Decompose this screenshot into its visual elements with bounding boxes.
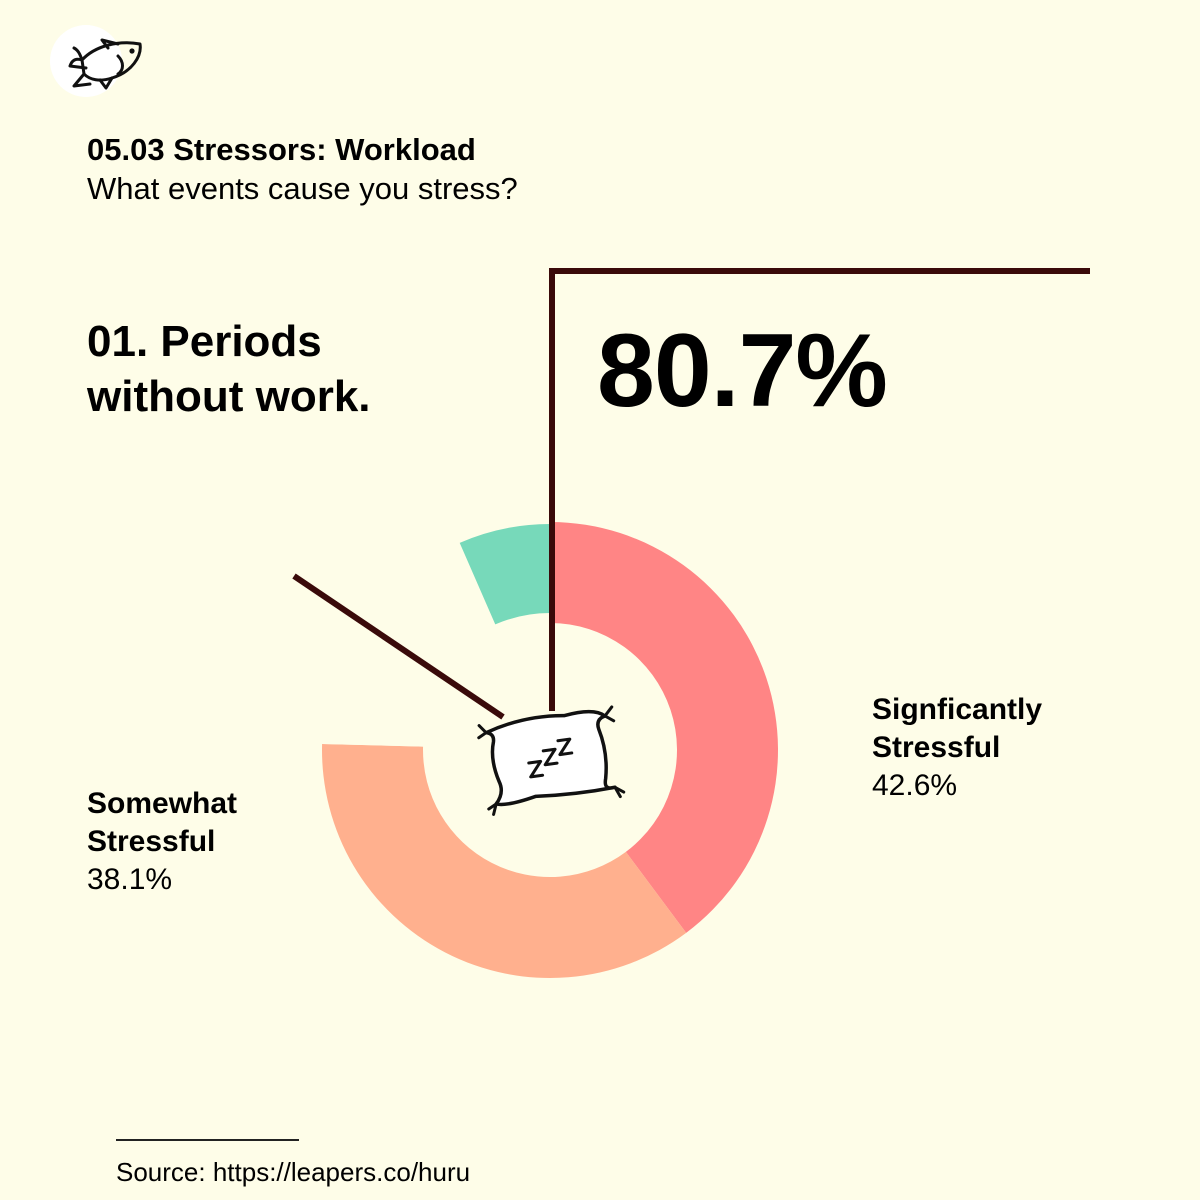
fish-icon — [68, 38, 142, 90]
donut-slices — [321, 522, 778, 978]
legend-significantly-stressful: Signficantly Stressful 42.6% — [872, 691, 1112, 805]
source-note: Source: https://leapers.co/huru — [116, 1157, 471, 1187]
legend-label: Somewhat Stressful — [87, 787, 238, 858]
legend-somewhat-stressful: Somewhat Stressful 38.1% — [87, 785, 327, 899]
page-subtitle: What events cause you stress? — [87, 171, 518, 206]
page-title: 05.03 Stressors: Workload — [87, 132, 476, 167]
leader-line-left — [292, 573, 505, 720]
legend-value: 38.1% — [87, 863, 173, 896]
pillow-sleep-icon — [477, 705, 626, 816]
legend-value: 42.6% — [872, 769, 958, 802]
highlight-stat: 80.7% — [597, 313, 888, 429]
donut-slice-2 — [321, 743, 687, 978]
donut-slice-4 — [459, 524, 550, 625]
leader-line-top — [549, 268, 1090, 711]
legend-label: Signficantly Stressful — [872, 693, 1043, 764]
donut-slice-1 — [550, 522, 778, 933]
source-divider — [116, 1139, 299, 1141]
question-heading: 01. Periods without work. — [87, 317, 371, 421]
donut-slice-3 — [322, 540, 500, 747]
